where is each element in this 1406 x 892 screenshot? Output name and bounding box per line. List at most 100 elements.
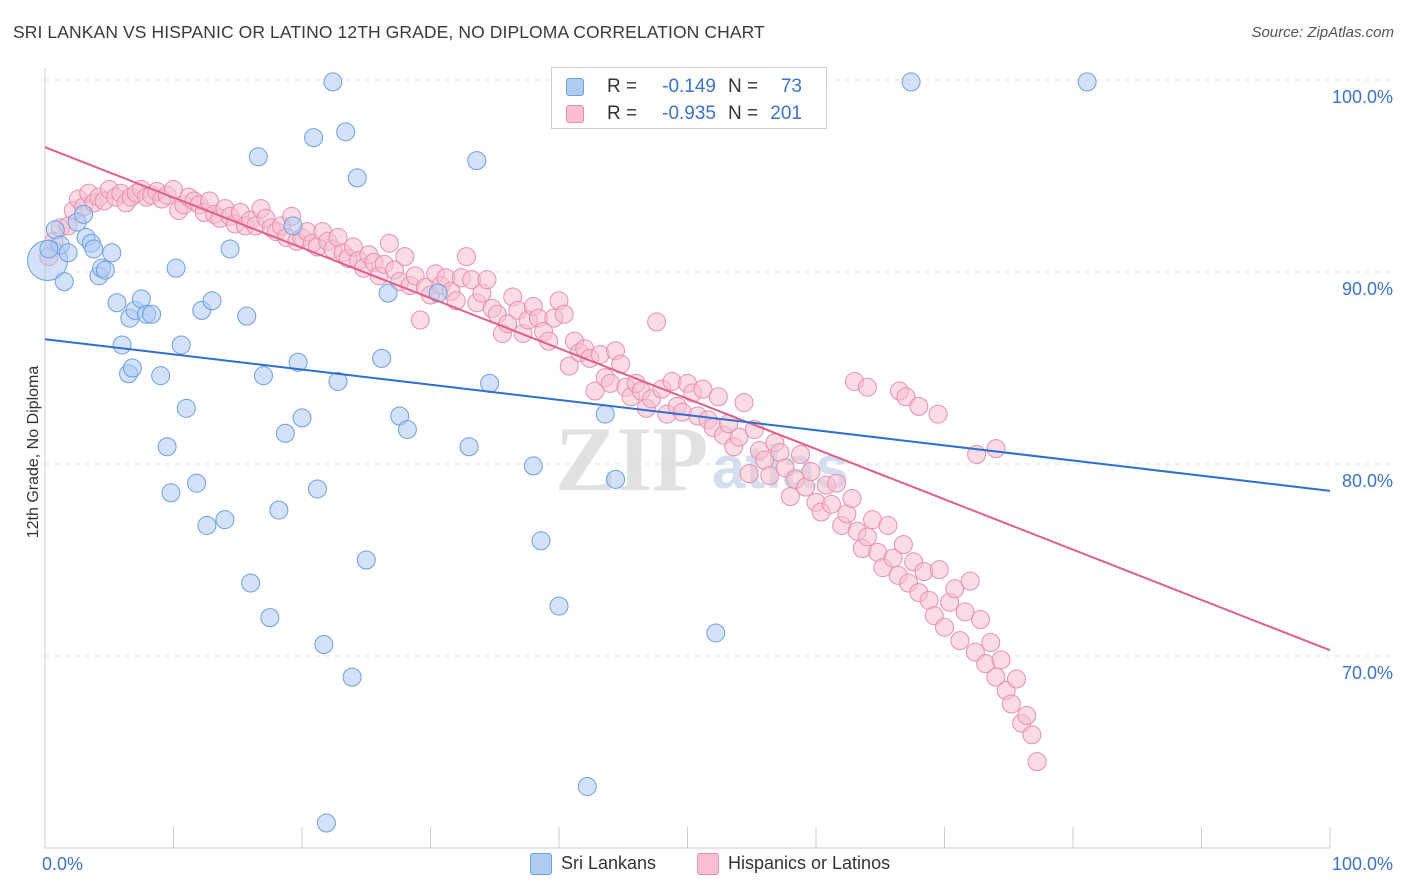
point-hispanics <box>739 464 759 484</box>
point-hispanics <box>960 571 980 591</box>
point-hispanics <box>554 304 574 324</box>
point-hispanics <box>970 610 990 630</box>
point-srilankans <box>241 573 261 593</box>
point-srilankans <box>577 777 597 797</box>
point-hispanics <box>395 247 415 267</box>
x-tick-label: 100.0% <box>1332 854 1393 874</box>
point-srilankans <box>307 479 327 499</box>
point-hispanics <box>708 387 728 407</box>
point-srilankans <box>151 366 171 386</box>
point-srilankans <box>95 260 115 280</box>
point-hispanics <box>477 270 497 290</box>
chart-title: SRI LANKAN VS HISPANIC OR LATINO 12TH GR… <box>13 22 765 42</box>
point-srilankans <box>706 623 726 643</box>
point-hispanics <box>1001 694 1021 714</box>
point-srilankans <box>283 216 303 236</box>
point-srilankans <box>157 437 177 457</box>
axes <box>44 68 1331 849</box>
point-hispanics <box>1017 706 1037 726</box>
point-srilankans <box>314 634 334 654</box>
point-hispanics <box>857 377 877 397</box>
point-hispanics <box>1027 752 1047 772</box>
point-hispanics <box>909 396 929 416</box>
r-value: -0.149 <box>662 76 716 97</box>
point-hispanics <box>883 548 903 568</box>
point-srilankans <box>288 352 308 372</box>
stats-row-hispanics: R = -0.935 N = 201 <box>552 102 826 130</box>
source-label: Source: ZipAtlas.com <box>1251 24 1394 41</box>
point-srilankans <box>202 291 222 311</box>
point-hispanics <box>896 387 916 407</box>
point-srilankans <box>347 168 367 188</box>
n-label: N = <box>728 103 759 124</box>
point-srilankans <box>480 373 500 393</box>
point-hispanics <box>801 462 821 482</box>
gridlines <box>45 79 1395 657</box>
y-axis-label: 12th Grade, No Diploma <box>25 366 42 539</box>
point-hispanics <box>1006 669 1026 689</box>
trend-lines <box>44 146 1331 652</box>
point-srilankans <box>253 366 273 386</box>
point-hispanics <box>945 579 965 599</box>
point-srilankans <box>54 272 74 292</box>
point-srilankans <box>1077 72 1097 92</box>
point-srilankans <box>215 510 235 530</box>
point-hispanics <box>857 527 877 547</box>
point-hispanics <box>456 247 476 267</box>
point-hispanics <box>780 487 800 507</box>
point-srilankans <box>459 437 479 457</box>
point-srilankans <box>220 239 240 259</box>
x-tick-label: 0.0% <box>42 854 83 874</box>
point-srilankans <box>237 306 257 326</box>
point-srilankans <box>122 358 142 378</box>
point-hispanics <box>929 560 949 580</box>
point-srilankans <box>102 243 122 263</box>
point-hispanics <box>760 466 780 486</box>
point-srilankans <box>74 204 94 224</box>
point-hispanics <box>878 515 898 535</box>
point-hispanics <box>379 233 399 253</box>
point-hispanics <box>893 535 913 555</box>
series-hispanics-points <box>39 179 1047 772</box>
legend-label: Hispanics or Latinos <box>728 853 891 873</box>
trend-line-hispanics <box>44 146 1331 652</box>
point-srilankans <box>84 239 104 259</box>
r-value: -0.935 <box>662 103 716 124</box>
point-hispanics <box>950 631 970 651</box>
point-srilankans <box>176 398 196 418</box>
point-hispanics <box>446 291 466 311</box>
point-srilankans <box>606 469 626 489</box>
correlation-stats-box: R = -0.149 N = 73 R = -0.935 N = 201 <box>551 67 827 129</box>
y-tick-label: 80.0% <box>1342 471 1393 491</box>
point-hispanics <box>981 633 1001 653</box>
legend-label: Sri Lankans <box>561 853 657 873</box>
point-srilankans <box>378 283 398 303</box>
point-hispanics <box>955 602 975 622</box>
point-srilankans <box>39 239 59 259</box>
n-value: 201 <box>770 103 802 124</box>
point-srilankans <box>901 72 921 92</box>
point-srilankans <box>197 515 217 535</box>
trend-line-srilankans <box>44 338 1331 492</box>
point-srilankans <box>292 408 312 428</box>
point-hispanics <box>935 617 954 637</box>
point-srilankans <box>323 72 343 92</box>
point-hispanics <box>842 489 862 509</box>
point-srilankans <box>248 147 268 167</box>
point-hispanics <box>734 393 754 413</box>
point-srilankans <box>187 473 207 493</box>
point-srilankans <box>523 456 543 476</box>
point-hispanics <box>647 312 667 332</box>
point-hispanics <box>827 473 847 493</box>
point-srilankans <box>142 304 162 324</box>
point-srilankans <box>549 596 569 616</box>
point-srilankans <box>342 667 362 687</box>
point-srilankans <box>328 371 348 391</box>
point-hispanics <box>791 444 811 464</box>
hispanics-swatch <box>566 105 584 123</box>
point-hispanics <box>729 427 749 447</box>
n-value: 73 <box>780 76 802 97</box>
point-srilankans <box>595 404 615 424</box>
point-srilankans <box>467 151 487 171</box>
